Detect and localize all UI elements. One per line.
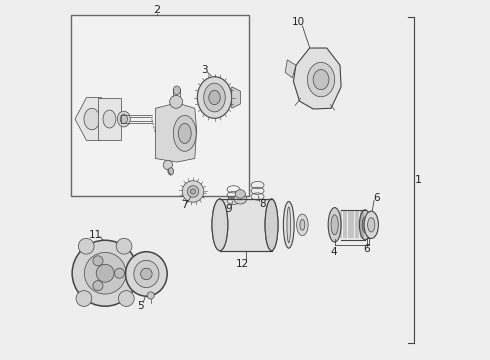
- Ellipse shape: [141, 268, 152, 280]
- Ellipse shape: [170, 95, 183, 108]
- Ellipse shape: [84, 252, 126, 294]
- Ellipse shape: [72, 240, 138, 306]
- Ellipse shape: [116, 238, 132, 254]
- Ellipse shape: [267, 209, 276, 241]
- Ellipse shape: [84, 108, 100, 130]
- Polygon shape: [232, 87, 240, 108]
- Ellipse shape: [117, 111, 130, 127]
- Ellipse shape: [182, 181, 204, 202]
- Text: 10: 10: [292, 17, 305, 27]
- Ellipse shape: [120, 114, 127, 124]
- Ellipse shape: [362, 217, 368, 233]
- Polygon shape: [285, 60, 296, 78]
- Ellipse shape: [265, 199, 278, 251]
- Ellipse shape: [115, 268, 124, 278]
- Ellipse shape: [119, 291, 134, 306]
- Ellipse shape: [76, 291, 92, 306]
- Text: 6: 6: [374, 193, 380, 203]
- Ellipse shape: [300, 220, 305, 230]
- Ellipse shape: [364, 211, 378, 238]
- Text: 2: 2: [153, 5, 161, 15]
- Ellipse shape: [134, 260, 159, 288]
- Ellipse shape: [234, 194, 247, 204]
- Ellipse shape: [147, 292, 154, 299]
- Ellipse shape: [125, 252, 167, 296]
- Text: 7: 7: [181, 200, 187, 210]
- Ellipse shape: [178, 123, 191, 143]
- Text: 11: 11: [89, 230, 102, 239]
- Ellipse shape: [209, 90, 221, 105]
- Ellipse shape: [296, 214, 308, 235]
- Bar: [71, 15, 248, 196]
- Ellipse shape: [163, 160, 172, 170]
- Text: 5: 5: [137, 301, 144, 311]
- Ellipse shape: [313, 69, 329, 90]
- Ellipse shape: [191, 189, 196, 194]
- Ellipse shape: [307, 62, 335, 97]
- Ellipse shape: [78, 238, 94, 254]
- Ellipse shape: [359, 210, 371, 240]
- Ellipse shape: [187, 186, 199, 197]
- Text: 6: 6: [364, 244, 370, 254]
- Ellipse shape: [265, 199, 278, 251]
- Polygon shape: [98, 98, 121, 140]
- Text: 8: 8: [259, 199, 266, 210]
- Ellipse shape: [212, 199, 228, 251]
- Text: 3: 3: [201, 64, 208, 75]
- Polygon shape: [294, 48, 341, 109]
- Ellipse shape: [212, 199, 228, 251]
- Ellipse shape: [173, 116, 196, 151]
- Ellipse shape: [168, 168, 173, 175]
- Ellipse shape: [331, 215, 338, 235]
- Ellipse shape: [216, 211, 224, 239]
- Text: 4: 4: [331, 247, 337, 257]
- Ellipse shape: [93, 281, 103, 291]
- Ellipse shape: [93, 256, 103, 266]
- Ellipse shape: [328, 208, 341, 242]
- Ellipse shape: [204, 83, 225, 112]
- Polygon shape: [75, 98, 105, 140]
- Ellipse shape: [235, 190, 245, 198]
- Text: 12: 12: [236, 259, 249, 269]
- Text: 1: 1: [415, 175, 422, 185]
- Ellipse shape: [287, 207, 291, 243]
- Ellipse shape: [173, 86, 180, 95]
- Text: 9: 9: [225, 204, 232, 215]
- Ellipse shape: [283, 202, 294, 248]
- Ellipse shape: [368, 218, 375, 232]
- Bar: [220, 199, 271, 251]
- Ellipse shape: [96, 264, 114, 282]
- Polygon shape: [155, 103, 196, 162]
- Ellipse shape: [197, 77, 232, 118]
- Ellipse shape: [103, 110, 116, 128]
